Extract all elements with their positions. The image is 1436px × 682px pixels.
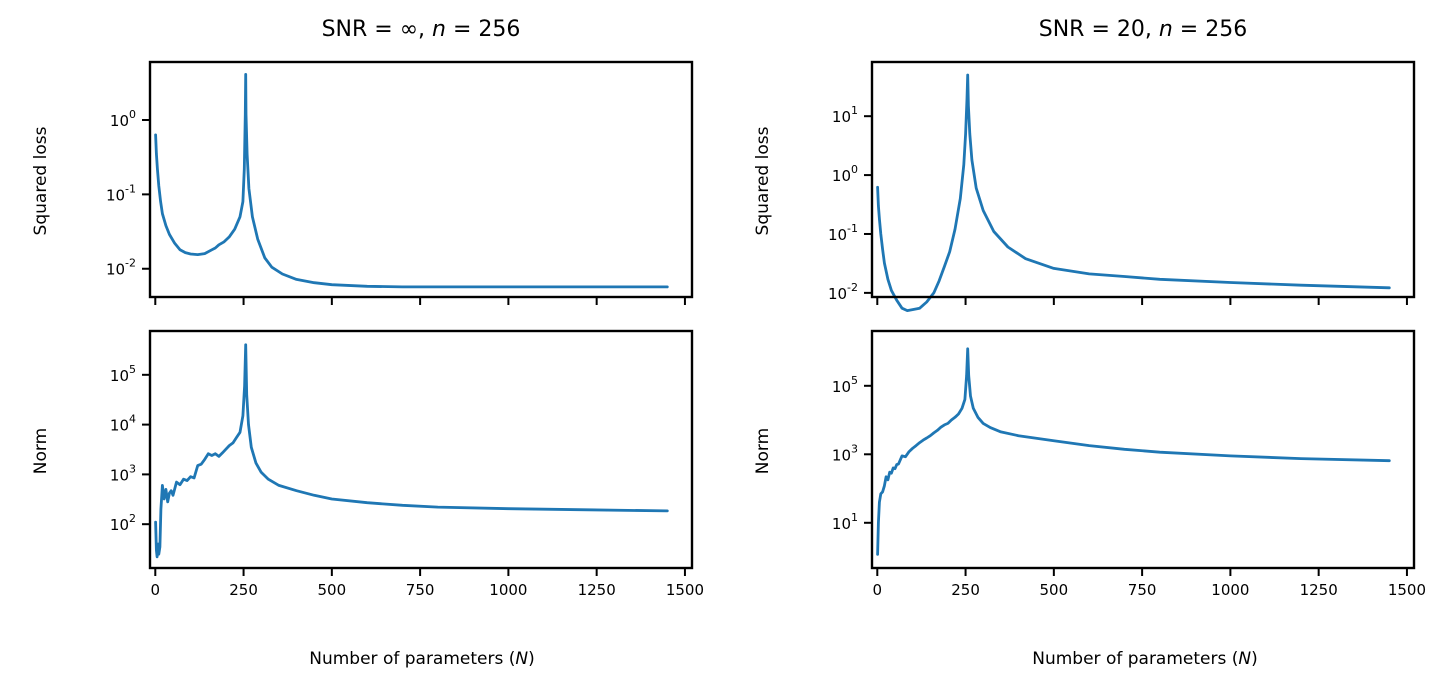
ylabel-bottom-right: Norm xyxy=(753,428,773,474)
xlabel-bottom-left: Number of parameters (N) xyxy=(309,649,534,669)
xlabel-bottom-right: Number of parameters (N) xyxy=(1032,649,1257,669)
y-tick-label: 103 xyxy=(832,442,858,464)
x-tick-label: 1500 xyxy=(666,581,704,599)
ticks-bottom-right: 0 250 500 750 1000 1250 1500 101 103 105 xyxy=(832,374,1426,599)
norm-line-bottom-right xyxy=(876,347,1391,556)
right-column-title: SNR = 20, n = 256 xyxy=(1039,17,1247,42)
x-tick-label: 500 xyxy=(318,581,347,599)
ylabel-top-right: Squared loss xyxy=(753,126,773,235)
panel-top-right-squared-loss: Squared loss 10-2 10-1 100 101 xyxy=(753,60,1416,312)
norm-line-bottom-left xyxy=(154,343,669,559)
x-tick-label: 1250 xyxy=(1300,581,1338,599)
x-tick-label: 1250 xyxy=(578,581,616,599)
y-tick-label: 101 xyxy=(832,511,858,533)
axes-frame-bottom-left xyxy=(148,329,694,570)
x-tick-label: 1000 xyxy=(1211,581,1249,599)
loss-line-top-right xyxy=(876,73,1391,312)
x-tick-label: 750 xyxy=(406,581,435,599)
panel-bottom-left-norm: Norm 0 250 500 750 1000 1250 1500102103104105 … xyxy=(31,329,704,669)
ylabel-bottom-left: Norm xyxy=(31,428,51,474)
y-tick-label: 105 xyxy=(832,374,858,396)
y-tick-label: 100 xyxy=(110,108,136,130)
x-tick-label: 0 xyxy=(151,581,161,599)
ylabel-top-left: Squared loss xyxy=(31,126,51,235)
y-tick-label: 104 xyxy=(110,413,136,435)
y-tick-label: 10-1 xyxy=(828,222,858,244)
ticks-top-left: 10-2 10-1 100 xyxy=(106,108,686,305)
axes-frame-top-right xyxy=(870,60,1416,299)
y-tick-label: 10-2 xyxy=(106,257,136,279)
panel-top-left-squared-loss: Squared loss 10-2 10-1 100 xyxy=(31,60,694,305)
loss-line-top-left xyxy=(154,73,669,289)
left-column-title: SNR = ∞, n = 256 xyxy=(322,17,521,42)
x-tick-label: 250 xyxy=(229,581,258,599)
x-tick-label: 500 xyxy=(1040,581,1069,599)
x-tick-label: 750 xyxy=(1128,581,1157,599)
ticks-top-right: 10-2 10-1 100 101 xyxy=(828,104,1408,305)
x-tick-label: 0 xyxy=(873,581,883,599)
ticks-bottom-left: 0 250 500 750 1000 1250 1500 102 103 104 105 xyxy=(110,363,704,599)
y-tick-label: 100 xyxy=(832,163,858,185)
x-tick-label: 1000 xyxy=(489,581,527,599)
y-tick-label: 101 xyxy=(832,104,858,126)
y-tick-label: 10-1 xyxy=(106,182,136,204)
x-tick-label: 1500 xyxy=(1388,581,1426,599)
axes-frame-bottom-right xyxy=(870,329,1416,570)
y-tick-label: 102 xyxy=(110,512,136,534)
y-tick-label: 105 xyxy=(110,363,136,385)
y-tick-label: 103 xyxy=(110,462,136,484)
panel-bottom-right-norm: Norm 0 250 500 750 1000 1250 1500 101 103 105 Num… xyxy=(753,329,1426,669)
x-tick-label: 250 xyxy=(951,581,980,599)
axes-frame-top-left xyxy=(148,60,694,299)
y-tick-label: 10-2 xyxy=(828,281,858,303)
